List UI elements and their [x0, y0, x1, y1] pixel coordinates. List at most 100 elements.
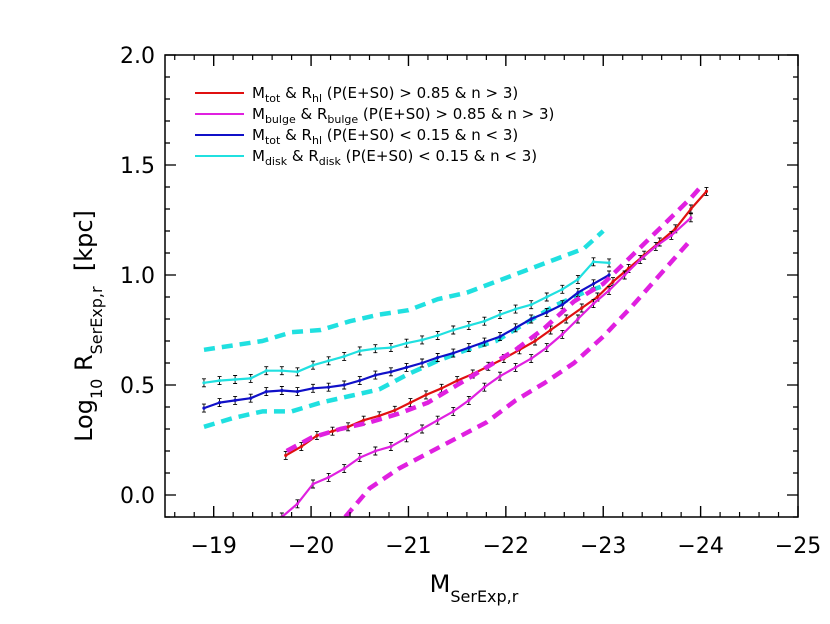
x-tick-label: −20 [288, 534, 334, 559]
x-tick-label: −19 [190, 534, 236, 559]
data-point [607, 273, 611, 277]
data-point [611, 280, 615, 284]
data-point [295, 502, 300, 506]
data-point [420, 338, 424, 342]
data-point [673, 227, 677, 231]
data-point [346, 425, 350, 429]
data-point [545, 346, 549, 350]
legend-label-3: Mdisk & Rdisk (P(E+S0) < 0.15 & n < 3) [252, 147, 537, 168]
data-point [580, 306, 584, 310]
data-point [311, 482, 315, 486]
data-point [669, 233, 674, 237]
x-axis-title: MSerExp,r [430, 570, 519, 606]
data-point [217, 379, 222, 383]
data-point [549, 328, 553, 332]
y-axis-title-post: [kpc] [70, 210, 98, 286]
data-point [513, 365, 518, 369]
plot-frame [164, 54, 799, 518]
data-point [513, 326, 518, 330]
data-point [404, 341, 409, 345]
data-point [295, 370, 300, 374]
data-point [389, 370, 393, 374]
series-line-6-dashed [285, 185, 703, 453]
series-line-1-dashed [203, 229, 605, 353]
data-point [498, 335, 502, 339]
data-point [280, 388, 284, 393]
data-point [330, 429, 335, 433]
data-point [498, 374, 502, 378]
data-point [498, 313, 502, 317]
data-point [607, 288, 611, 292]
data-point [249, 396, 253, 400]
error-bar [279, 512, 284, 517]
data-point [404, 436, 409, 440]
data-point [373, 449, 377, 453]
data-point [217, 401, 222, 405]
data-point [315, 434, 319, 438]
data-point [280, 369, 284, 373]
series-line-7-dashed [343, 238, 693, 517]
data-point [424, 393, 428, 397]
data-point [576, 291, 580, 295]
data-point [264, 390, 268, 394]
data-point [482, 319, 487, 323]
series-layer [201, 185, 709, 517]
data-point [638, 258, 642, 262]
data-point [533, 339, 537, 343]
data-point [362, 418, 366, 422]
y-axis-title-pre: Log [70, 399, 98, 442]
data-point [560, 332, 564, 336]
data-point [202, 406, 206, 410]
x-tick-label: −24 [677, 534, 723, 559]
data-point [311, 386, 315, 390]
data-point [404, 365, 409, 369]
data-point [233, 398, 237, 402]
data-point [451, 351, 455, 355]
data-point [436, 333, 440, 338]
data-point [342, 467, 346, 471]
data-point [202, 381, 206, 385]
y-axis-title-pre-sub: 10 [87, 379, 106, 399]
series-line-2-dashed [203, 283, 604, 429]
y-tick-label: 1.5 [120, 154, 155, 179]
data-point [327, 359, 331, 363]
data-point [545, 295, 549, 299]
data-point [591, 282, 596, 286]
data-point [439, 386, 444, 390]
y-axis-title-main: R [70, 354, 98, 378]
data-point [284, 453, 288, 457]
data-point [358, 349, 362, 353]
data-point [327, 475, 331, 479]
data-point [373, 373, 377, 377]
data-point [623, 273, 627, 277]
data-point [389, 445, 393, 449]
data-point [576, 277, 580, 281]
data-point [482, 340, 487, 344]
data-point [436, 355, 440, 360]
data-point [607, 261, 611, 265]
data-point [529, 357, 533, 361]
data-point [342, 383, 346, 387]
data-point [591, 302, 596, 306]
data-point [576, 317, 580, 321]
data-point [299, 445, 303, 449]
x-tick-label: −23 [580, 534, 626, 559]
y-axis-title: Log10 RSerExp,r [kpc] [70, 210, 106, 442]
x-tick-label: −25 [775, 534, 821, 559]
data-point [455, 379, 459, 383]
legend-label-0: Mtot & Rhl (P(E+S0) > 0.85 & n > 3) [252, 84, 518, 105]
data-point [451, 409, 455, 413]
data-point [545, 310, 549, 314]
data-point [560, 303, 564, 307]
legend-label-2: Mtot & Rhl (P(E+S0) < 0.15 & n < 3) [252, 126, 518, 147]
data-point [451, 328, 455, 332]
y-tick-label: 0.0 [120, 484, 155, 509]
data-point [654, 244, 658, 248]
y-tick-label: 0.5 [120, 374, 155, 399]
tick-layer: −19 −20 −21 −22 −23 −24 −25 0.0 0.5 1.0 1.5 2.0 [120, 44, 821, 559]
data-point [467, 324, 471, 328]
data-point [264, 369, 268, 373]
x-tick-label: −21 [385, 534, 431, 559]
x-tick-label: −22 [483, 534, 529, 559]
